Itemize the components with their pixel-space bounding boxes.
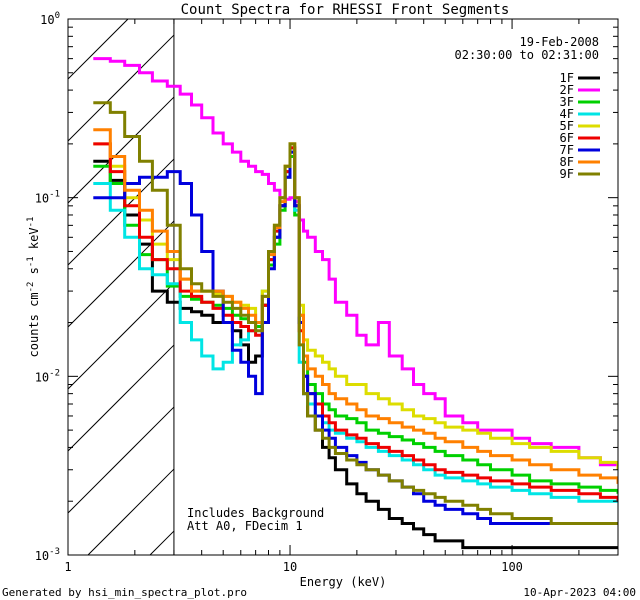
x-tick-label: 1 [64,560,71,574]
y-tick-label: 10-2 [35,368,60,384]
generated-by: Generated by hsi_min_spectra_plot.pro [2,586,247,599]
hatch-line-4 [67,220,175,328]
hatch-line-1 [67,34,175,142]
footer-timestamp: 10-Apr-2023 04:00 [523,586,636,599]
x-axis-label: Energy (keV) [300,575,387,589]
y-tick-label: 10-1 [35,190,60,206]
legend-label-7F: 7F [560,143,574,157]
legend-label-2F: 2F [560,83,574,97]
hatch-line-0 [67,18,129,80]
legend-label-9F: 9F [560,167,574,181]
y-axis-label-exp2: -1 [26,256,36,267]
legend-label-4F: 4F [560,107,574,121]
hatch-line-8 [87,468,175,556]
hatch-line-2 [67,96,175,204]
y-tick-base: 10 [35,192,49,206]
series-9F [93,101,618,525]
hatch-line-5 [67,282,175,390]
x-tick-label: 100 [501,560,523,574]
y-axis-label-exp3: -1 [26,217,36,228]
legend-label-1F: 1F [560,71,574,85]
axis-ticks [67,18,619,556]
y-axis-label-counts: counts cm [27,292,41,357]
plot-frame [67,18,619,556]
time-range-text: 02:30:00 to 02:31:00 [455,48,600,62]
y-tick-base: 10 [35,370,49,384]
y-tick-exp: -1 [49,190,60,200]
attenuator-note: Att A0, FDecim 1 [187,519,303,533]
legend-label-3F: 3F [560,95,574,109]
y-tick-label: 100 [40,11,60,27]
chart-title: Count Spectra for RHESSI Front Segments [181,2,510,18]
date-text: 19-Feb-2008 [520,35,599,49]
series-7F [93,150,618,525]
series-layer [93,57,618,550]
y-tick-exp: 0 [55,11,60,21]
hatch-line-3 [67,158,175,266]
background-note: Includes Background [187,506,324,520]
hatch-line-9 [149,530,175,556]
series-8F [93,128,618,484]
hatch-line-7 [67,406,175,514]
y-axis-label-exp1: -2 [26,282,36,293]
y-tick-exp: -2 [49,368,60,378]
y-axis-label: counts cm-2 s-1 keV-1 [26,217,41,358]
y-tick-label: 10-3 [35,547,60,563]
y-tick-base: 10 [40,13,54,27]
attenuator-hatch-region [67,18,175,556]
series-2F [93,57,618,470]
legend-label-5F: 5F [560,119,574,133]
legend-label-6F: 6F [560,131,574,145]
y-tick-base: 10 [35,549,49,563]
x-tick-label: 10 [283,560,297,574]
y-tick-exp: -3 [49,547,60,557]
legend-label-8F: 8F [560,155,574,169]
hatch-line-6 [67,344,175,452]
x-tick-labels: 1 10 100 [64,560,523,574]
